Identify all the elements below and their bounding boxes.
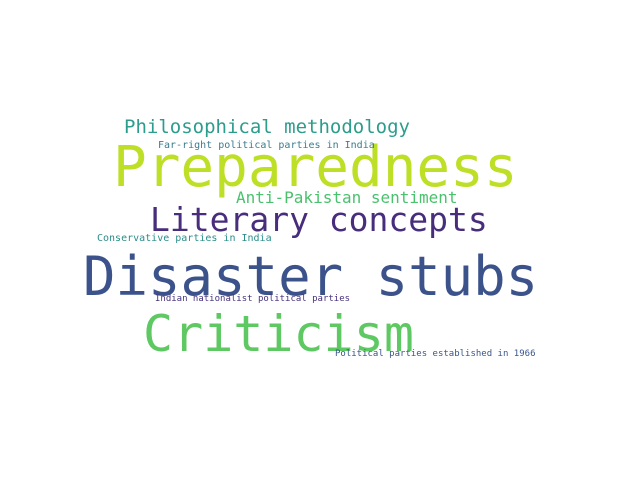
word-criticism: Criticism — [143, 305, 414, 363]
word-philosophical-methodology: Philosophical methodology — [124, 116, 410, 138]
word-conservative-parties: Conservative parties in India — [97, 233, 272, 244]
word-literary-concepts: Literary concepts — [150, 200, 488, 239]
word-disaster-stubs: Disaster stubs — [83, 245, 539, 308]
word-parties-established-1966: Political parties established in 1966 — [335, 349, 536, 359]
word-indian-nationalist-parties: Indian nationalist political parties — [155, 294, 351, 304]
word-anti-pakistan-sentiment: Anti-Pakistan sentiment — [236, 188, 458, 207]
word-far-right-political-parties: Far-right political parties in India — [158, 140, 375, 151]
word-preparedness: Preparedness — [113, 135, 518, 200]
